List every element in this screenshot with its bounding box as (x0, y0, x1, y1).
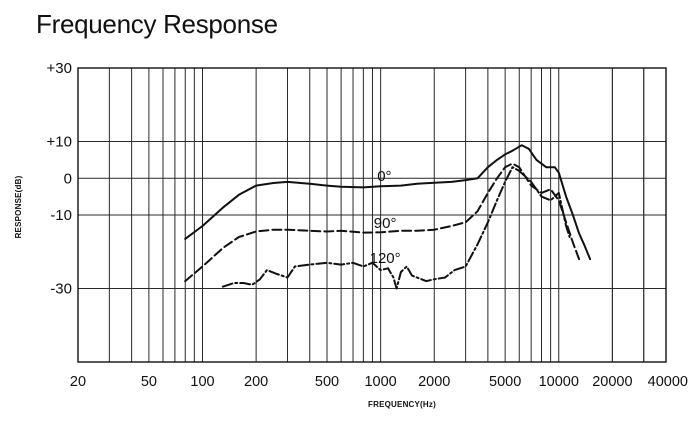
x-axis-label: FREQUENCY(Hz) (368, 400, 436, 409)
y-tick-label: -10 (50, 207, 72, 224)
x-tick-label: 100 (190, 374, 214, 390)
x-tick-label: 2000 (418, 374, 450, 390)
grid-lines (78, 67, 666, 362)
x-tick-label: 1000 (364, 374, 396, 390)
series-line-1 (184, 162, 581, 283)
series-line-2 (221, 166, 571, 290)
y-tick-label: +10 (47, 134, 72, 151)
series-label: 0° (377, 168, 391, 185)
y-tick-label: 0 (64, 170, 72, 187)
x-tick-label: 20000 (592, 374, 632, 390)
x-tick-labels: 20 50 100 200 500 1000 2000 5000 10000 20000 40000 (70, 374, 688, 390)
x-tick-label: 500 (315, 374, 339, 390)
y-tick-label: +30 (47, 60, 72, 77)
y-tick-label: -30 (50, 281, 72, 298)
series-labels: 0° 90° 120° (370, 168, 401, 267)
x-tick-label: 5000 (489, 374, 521, 390)
x-tick-label: 10000 (539, 374, 579, 390)
y-axis-label: RESPONSE(dB) (14, 175, 23, 238)
series-label: 120° (370, 250, 401, 267)
plot-frame (77, 67, 667, 363)
series-layer (184, 144, 592, 290)
series-line-0 (184, 144, 592, 261)
chart-title: Frequency Response (36, 9, 278, 39)
series-label: 90° (374, 215, 397, 232)
x-tick-label: 200 (244, 374, 268, 390)
x-tick-label: 40000 (648, 374, 688, 390)
x-tick-label: 50 (141, 374, 157, 390)
y-tick-labels: +30 +10 0 -10 -30 (47, 60, 72, 298)
x-tick-label: 20 (70, 374, 86, 390)
